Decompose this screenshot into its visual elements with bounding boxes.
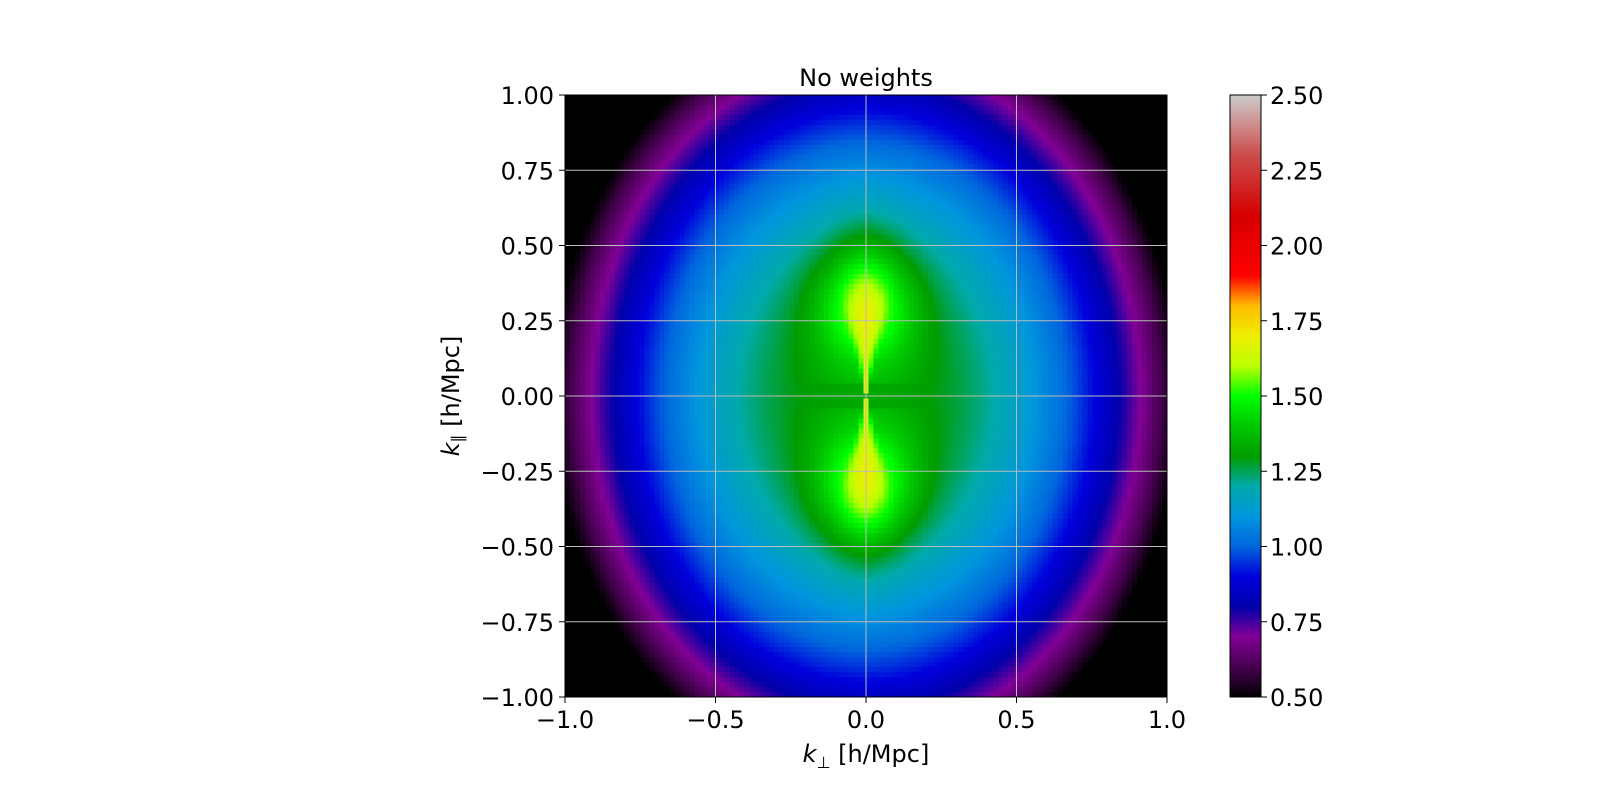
- y-tick-label: 0.50: [501, 233, 554, 261]
- y-axis-label-symbol: k: [437, 441, 465, 456]
- y-axis: 1.00 0.75 0.50 0.25 0.00 −0.25 −0.50 −0.75 −1.00: [480, 82, 565, 712]
- colorbar-tick-label: 1.50: [1270, 383, 1323, 411]
- colorbar-tick-label: 2.25: [1270, 157, 1323, 185]
- y-axis-label-unit: [h/Mpc]: [437, 336, 465, 435]
- chart-title: No weights: [799, 64, 933, 92]
- y-tick-label: −0.25: [480, 458, 554, 486]
- colorbar-tick-label: 1.00: [1270, 534, 1323, 562]
- x-axis-label-subscript: ⊥: [817, 753, 831, 772]
- x-tick-label: 0.0: [847, 706, 885, 734]
- colorbar-tick-label: 0.75: [1270, 609, 1323, 637]
- y-tick-label: −0.75: [480, 609, 554, 637]
- colorbar-ticks: 2.50 2.25 2.00 1.75 1.50 1.25 1.00 0.75 0.50: [1261, 82, 1323, 712]
- x-tick-label: −1.0: [536, 706, 594, 734]
- x-axis-label-unit: [h/Mpc]: [831, 740, 930, 768]
- colorbar-tick-label: 1.25: [1270, 458, 1323, 486]
- y-axis-label: k∥ [h/Mpc]: [437, 336, 467, 457]
- x-axis: −1.0 −0.5 0.0 0.5 1.0: [536, 697, 1186, 734]
- colorbar-tick-label: 2.50: [1270, 82, 1323, 110]
- y-tick-label: −0.50: [480, 534, 554, 562]
- x-axis-label-symbol: k: [803, 740, 818, 768]
- y-tick-label: 1.00: [501, 82, 554, 110]
- y-tick-label: 0.00: [501, 383, 554, 411]
- x-tick-label: 1.0: [1148, 706, 1186, 734]
- grid: [565, 95, 1167, 697]
- colorbar-tick-label: 2.00: [1270, 233, 1323, 261]
- colorbar: 2.50 2.25 2.00 1.75 1.50 1.25 1.00 0.75 0.50: [1229, 82, 1323, 712]
- x-tick-label: −0.5: [686, 706, 744, 734]
- x-axis-label: k⊥ [h/Mpc]: [803, 740, 930, 772]
- y-axis-label-subscript: ∥: [448, 434, 467, 442]
- y-tick-label: −1.00: [480, 684, 554, 712]
- y-tick-label: 0.25: [501, 308, 554, 336]
- colorbar-tick-label: 1.75: [1270, 308, 1323, 336]
- colorbar-fill: [1230, 95, 1261, 697]
- plot-area: [564, 94, 1168, 698]
- x-tick-label: 0.5: [997, 706, 1035, 734]
- colorbar-tick-label: 0.50: [1270, 684, 1323, 712]
- y-tick-label: 0.75: [501, 157, 554, 185]
